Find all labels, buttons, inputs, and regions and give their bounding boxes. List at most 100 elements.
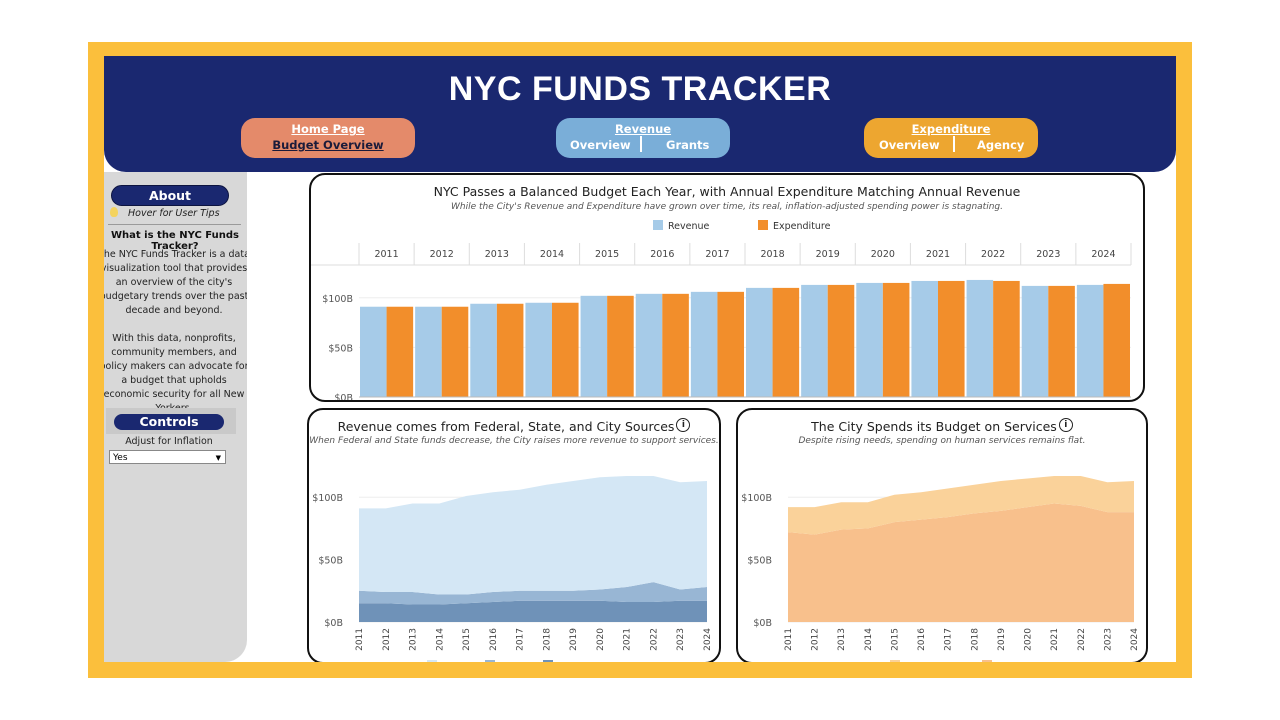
sidebar: About Hover for User Tips What is the NY… [104, 172, 247, 662]
bar [1103, 283, 1130, 397]
y-tick-label: $100B [741, 493, 772, 504]
bar [717, 291, 744, 397]
year-label: 2021 [926, 249, 950, 260]
x-tick-label: 2012 [811, 628, 821, 651]
x-tick-label: 2011 [355, 628, 365, 651]
x-tick-label: 2015 [890, 628, 900, 651]
y-tick-label: $100B [312, 493, 343, 504]
spending-subtitle: Despite rising needs, spending on human … [798, 436, 1086, 446]
x-tick-label: 2023 [676, 628, 686, 651]
budget-balance-chart: Revenue Expenditure 2011 2012 2013 2014 2015 20… [311, 220, 1132, 400]
user-tips[interactable]: Hover for User Tips [110, 207, 245, 219]
legend-swatch [427, 660, 437, 662]
x-tick-label: 2017 [516, 628, 526, 651]
nav-expenditure-link[interactable]: Expenditure [911, 122, 991, 136]
nav-separator [640, 136, 642, 152]
nav-expenditure-agency-link[interactable]: Agency [977, 138, 1025, 152]
year-label: 2015 [595, 249, 619, 260]
x-tick-label: 2024 [703, 628, 713, 651]
year-label: 2024 [1091, 249, 1115, 260]
about-button[interactable]: About [111, 185, 229, 206]
bar [662, 293, 689, 397]
bar [882, 282, 910, 397]
x-tick-label: 2023 [1103, 628, 1113, 651]
nav-separator [953, 136, 955, 152]
area-series [788, 503, 1134, 622]
adjust-inflation-value: Yes [113, 453, 128, 463]
bar [690, 291, 718, 397]
x-tick-label: 2013 [409, 628, 419, 651]
app-title: NYC FUNDS TRACKER [448, 70, 832, 108]
info-icon[interactable]: i [676, 418, 691, 432]
spending-title: The City Spends its Budget on Services [811, 419, 1057, 434]
bar [746, 287, 773, 397]
x-tick-label: 2022 [649, 628, 659, 651]
legend-swatch [653, 220, 663, 230]
bar [441, 306, 469, 397]
nav-home[interactable]: Home Page Budget Overview [241, 118, 415, 158]
year-label: 2013 [485, 249, 509, 260]
x-tick-label: 2020 [1024, 628, 1034, 651]
x-tick-label: 2021 [1050, 628, 1060, 651]
revenue-sources-card: Revenue comes from Federal, State, and C… [307, 408, 721, 662]
bar [470, 303, 497, 397]
bar [856, 282, 883, 397]
nav-home-page-link[interactable]: Home Page [291, 122, 365, 136]
bar [772, 287, 800, 397]
bar [993, 280, 1020, 397]
year-label: 2018 [760, 249, 784, 260]
nav-revenue-overview-link[interactable]: Overview [570, 138, 631, 152]
x-tick-label: 2011 [784, 628, 794, 651]
info-icon[interactable]: i [1058, 418, 1073, 432]
legend-swatch [543, 660, 553, 662]
nav-budget-overview-link[interactable]: Budget Overview [272, 138, 384, 152]
controls-heading: Controls [114, 414, 224, 430]
year-label: 2012 [430, 249, 454, 260]
year-label: 2020 [871, 249, 895, 260]
x-tick-label: 2018 [542, 628, 552, 651]
lightbulb-icon [110, 207, 118, 217]
x-tick-label: 2018 [970, 628, 980, 651]
x-tick-label: 2015 [462, 628, 472, 651]
budget-balance-title: NYC Passes a Balanced Budget Each Year, … [433, 184, 1021, 199]
nav-expenditure[interactable]: Expenditure Overview Agency [864, 118, 1038, 158]
revenue-sources-title: Revenue comes from Federal, State, and C… [337, 419, 675, 434]
dropdown-caret-icon: ▼ [215, 454, 221, 462]
nav-revenue-link[interactable]: Revenue [614, 122, 672, 136]
bar [1076, 284, 1104, 397]
bar [386, 306, 414, 397]
x-tick-label: 2019 [997, 628, 1007, 651]
bar [827, 284, 855, 397]
bar [1021, 285, 1049, 397]
year-label: 2014 [540, 249, 564, 260]
about-paragraph-1: The NYC Funds Tracker is a data visualiz… [104, 249, 247, 316]
nav-revenue-grants-link[interactable]: Grants [666, 138, 710, 152]
legend-label: Expenditure [773, 221, 831, 232]
bar [635, 293, 663, 397]
year-label: 2019 [816, 249, 840, 260]
legend-swatch [890, 660, 900, 662]
nav-expenditure-overview-link[interactable]: Overview [879, 138, 940, 152]
x-tick-label: 2020 [596, 628, 606, 651]
divider [108, 224, 241, 225]
y-tick-label: $0B [324, 618, 343, 629]
spending-chart: $0B $50B $100B 2011 2012 2013 2014 2015 2016 2017… [741, 475, 1140, 662]
legend-swatch [982, 660, 992, 662]
bar [580, 295, 608, 397]
year-label: 2023 [1036, 249, 1060, 260]
adjust-inflation-select[interactable]: Yes ▼ [109, 450, 226, 464]
bar [415, 306, 442, 397]
y-tick-label: $0B [753, 618, 772, 629]
spending-card: The City Spends its Budget on Services i … [736, 408, 1148, 662]
dashboard: NYC FUNDS TRACKER Home Page Budget Overv… [104, 56, 1176, 662]
x-tick-label: 2014 [864, 628, 874, 651]
x-tick-label: 2016 [489, 628, 499, 651]
spending-title-row: The City Spends its Budget on Services i [738, 418, 1146, 434]
x-tick-label: 2024 [1130, 628, 1140, 651]
nav-revenue[interactable]: Revenue Overview Grants [556, 118, 730, 158]
year-label: 2011 [374, 249, 398, 260]
header-bar: NYC FUNDS TRACKER Home Page Budget Overv… [104, 56, 1176, 172]
y-tick-label: $50B [328, 343, 353, 354]
bar [525, 302, 552, 397]
area-series [359, 582, 707, 605]
